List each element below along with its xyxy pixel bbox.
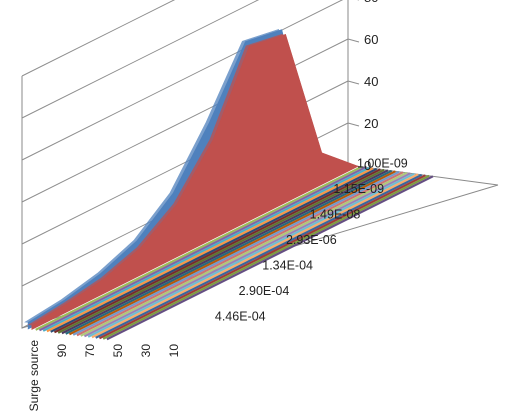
series-band-flat (72, 170, 400, 336)
series-band-flat (80, 171, 408, 337)
x-tick-label: 50 (111, 344, 125, 358)
x-tick-label: 90 (55, 344, 69, 358)
series-band-flat (42, 166, 370, 332)
series-band-flat (95, 173, 423, 339)
z-tick-label: 40 (364, 74, 378, 89)
series-band-flat (61, 169, 389, 335)
series-band-flat (87, 172, 415, 338)
z-tick-label: 80 (364, 0, 378, 5)
series-label: 1.34E-04 (262, 258, 313, 272)
series-band-flat (35, 165, 363, 331)
series-band-flat (98, 174, 426, 340)
series-band-flat (91, 173, 419, 339)
series-band-flat (53, 168, 381, 334)
series-band-flat (38, 166, 366, 332)
z-gridline (21, 0, 176, 77)
series-label: 2.90E-04 (239, 284, 290, 298)
z-gridline (21, 0, 344, 161)
series-band-flat (106, 175, 434, 341)
z-tick-label: 20 (364, 116, 378, 131)
z-gridline-side (347, 80, 360, 85)
x-tick-label: 10 (167, 344, 181, 358)
series-label: 1.00E-09 (357, 156, 408, 170)
series-band-flat (65, 169, 393, 335)
x-tick-label: 70 (83, 344, 97, 358)
series-band-flat (57, 168, 385, 334)
x-tick-label: Surge source (27, 340, 41, 412)
series-band-flat (50, 167, 378, 333)
z-gridline (21, 0, 260, 119)
series-band-flat (46, 167, 374, 333)
side-wall-floor-edge (347, 164, 499, 186)
z-gridline-side (347, 38, 360, 43)
series-band-front (31, 33, 359, 330)
series-label: 4.46E-04 (215, 309, 266, 323)
x-tick-label: 30 (139, 344, 153, 358)
z-tick-label: 60 (364, 32, 378, 47)
series-label: 2.93E-06 (286, 233, 337, 247)
z-tick-label: 0 (364, 158, 371, 173)
axis-labels: 1201008060402001.00E-091.15E-091.49E-082… (27, 0, 408, 411)
z-gridline-side (347, 122, 360, 127)
series-label: 1.15E-09 (333, 182, 384, 196)
series-bands (24, 29, 434, 341)
series-label: 1.49E-08 (310, 207, 361, 221)
series-band-flat (76, 171, 404, 337)
series-band-flat (83, 172, 411, 338)
series-band-flat (102, 174, 430, 340)
series-band-flat (68, 170, 396, 336)
